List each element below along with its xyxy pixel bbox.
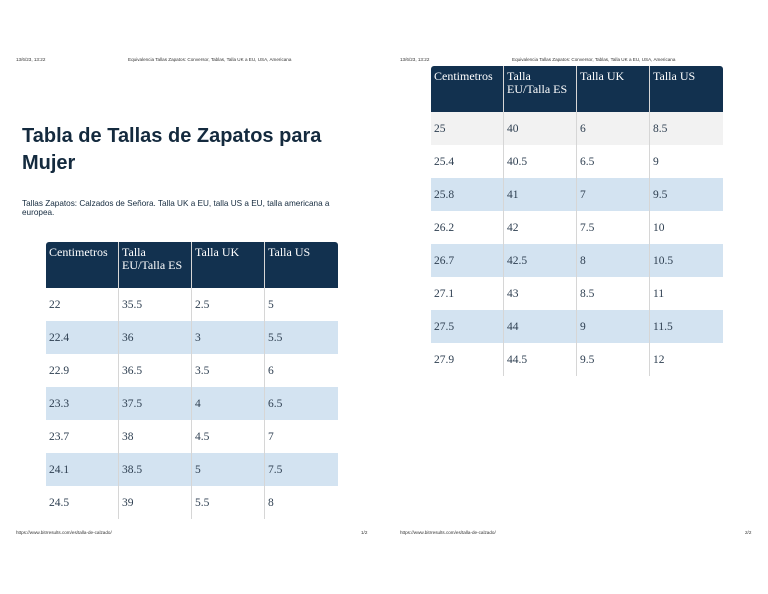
page-title: Tabla de Tallas de Zapatos para Mujer	[22, 125, 322, 174]
cell-uk: 3	[192, 321, 265, 354]
cell-uk: 8	[577, 244, 650, 277]
print-page-2: 13/6/23, 13:22 Equivalencia Tallas Zapat…	[384, 0, 768, 594]
table-row: 27.1 43 8.5 11	[431, 277, 723, 310]
print-header-title: Equivalencia Tallas Zapatos: Conversor, …	[512, 57, 676, 62]
cell-us: 10	[653, 221, 665, 234]
cell-us: 12	[653, 353, 665, 366]
print-page-1: 13/6/23, 13:22 Equivalencia Tallas Zapat…	[16, 57, 368, 535]
cell-cm: 25.8	[431, 178, 504, 211]
column-header-uk: Talla UK	[192, 242, 265, 288]
column-header-us: Talla US	[265, 242, 338, 288]
cell-eu: 38	[119, 420, 192, 453]
cell-uk: 6.5	[577, 145, 650, 178]
cell-eu: 44	[504, 310, 577, 343]
cell-us: 7	[268, 430, 274, 443]
print-page-number: 2/2	[745, 530, 752, 535]
print-footer-url: https://www.bitrresults.com/es/talla-de-…	[16, 530, 112, 535]
cell-us: 5.5	[265, 321, 338, 354]
cell-us: 9	[653, 155, 659, 168]
cell-uk: 4.5	[192, 420, 265, 453]
print-header-title: Equivalencia Tallas Zapatos: Conversor, …	[128, 57, 292, 62]
cell-us: 8.5	[650, 112, 723, 145]
cell-eu: 40	[504, 112, 577, 145]
table-row: 23.3 37.5 4 6.5	[46, 387, 338, 420]
cell-cm: 27.1	[431, 277, 504, 310]
cell-eu: 44.5	[504, 343, 577, 376]
cell-uk: 4	[192, 387, 265, 420]
table-row: 25.8 41 7 9.5	[431, 178, 723, 211]
cell-us: 9.5	[650, 178, 723, 211]
cell-cm: 22.9	[46, 354, 119, 387]
table-row: 22 35.5 2.5 5	[46, 288, 338, 321]
cell-eu: 42.5	[504, 244, 577, 277]
column-header-cm: Centimetros	[431, 66, 504, 112]
cell-cm: 23.3	[46, 387, 119, 420]
cell-eu: 41	[504, 178, 577, 211]
table-row: 26.2 42 7.5 10	[431, 211, 723, 244]
cell-cm: 24.1	[46, 453, 119, 486]
cell-cm: 27.9	[431, 343, 504, 376]
cell-eu: 38.5	[119, 453, 192, 486]
page-subtitle: Tallas Zapatos: Calzados de Señora. Tall…	[22, 199, 330, 217]
column-header-eu: Talla EU/Talla ES	[119, 242, 192, 288]
cell-uk: 3.5	[192, 354, 265, 387]
cell-uk: 5.5	[192, 486, 265, 519]
print-header-date: 13/6/23, 13:22	[400, 57, 430, 62]
cell-eu: 40.5	[504, 145, 577, 178]
cell-cm: 26.7	[431, 244, 504, 277]
print-header-date: 13/6/23, 13:22	[16, 57, 46, 62]
cell-uk: 6	[577, 112, 650, 145]
cell-us: 6	[268, 364, 274, 377]
cell-us: 11	[653, 287, 665, 300]
cell-cm: 22	[46, 288, 119, 321]
cell-uk: 5	[192, 453, 265, 486]
column-header-us: Talla US	[650, 66, 723, 112]
cell-us: 5	[268, 298, 274, 311]
size-table-part-2: Centimetros Talla EU/Talla ES Talla UK T…	[431, 66, 723, 376]
column-header-uk: Talla UK	[577, 66, 650, 112]
table-row: 27.9 44.5 9.5 12	[431, 343, 723, 376]
cell-cm: 25.4	[431, 145, 504, 178]
cell-uk: 9.5	[577, 343, 650, 376]
table-row: 26.7 42.5 8 10.5	[431, 244, 723, 277]
print-footer-url: https://www.bitrresults.com/es/talla-de-…	[400, 530, 496, 535]
cell-eu: 36	[119, 321, 192, 354]
cell-uk: 8.5	[577, 277, 650, 310]
table-row: 27.5 44 9 11.5	[431, 310, 723, 343]
cell-cm: 26.2	[431, 211, 504, 244]
cell-us: 10.5	[650, 244, 723, 277]
table-header-row: Centimetros Talla EU/Talla ES Talla UK T…	[431, 66, 723, 112]
table-row: 22.9 36.5 3.5 6	[46, 354, 338, 387]
cell-us: 6.5	[265, 387, 338, 420]
cell-uk: 7.5	[577, 211, 650, 244]
table-row: 24.1 38.5 5 7.5	[46, 453, 338, 486]
cell-us: 7.5	[265, 453, 338, 486]
cell-uk: 7	[577, 178, 650, 211]
size-table-part-1: Centimetros Talla EU/Talla ES Talla UK T…	[46, 242, 338, 519]
table-row: 22.4 36 3 5.5	[46, 321, 338, 354]
cell-us: 11.5	[650, 310, 723, 343]
table-row: 24.5 39 5.5 8	[46, 486, 338, 519]
cell-cm: 24.5	[46, 486, 119, 519]
cell-eu: 42	[504, 211, 577, 244]
cell-uk: 9	[577, 310, 650, 343]
table-header-row: Centimetros Talla EU/Talla ES Talla UK T…	[46, 242, 338, 288]
cell-eu: 39	[119, 486, 192, 519]
cell-us: 8	[268, 496, 274, 509]
cell-eu: 43	[504, 277, 577, 310]
cell-eu: 37.5	[119, 387, 192, 420]
cell-uk: 2.5	[192, 288, 265, 321]
cell-cm: 22.4	[46, 321, 119, 354]
column-header-cm: Centimetros	[46, 242, 119, 288]
column-header-eu: Talla EU/Talla ES	[504, 66, 577, 112]
table-row: 25.4 40.5 6.5 9	[431, 145, 723, 178]
cell-cm: 23.7	[46, 420, 119, 453]
cell-cm: 27.5	[431, 310, 504, 343]
cell-cm: 25	[431, 112, 504, 145]
table-row: 25 40 6 8.5	[431, 112, 723, 145]
cell-eu: 36.5	[119, 354, 192, 387]
table-row: 23.7 38 4.5 7	[46, 420, 338, 453]
print-page-number: 1/2	[361, 530, 368, 535]
cell-eu: 35.5	[119, 288, 192, 321]
